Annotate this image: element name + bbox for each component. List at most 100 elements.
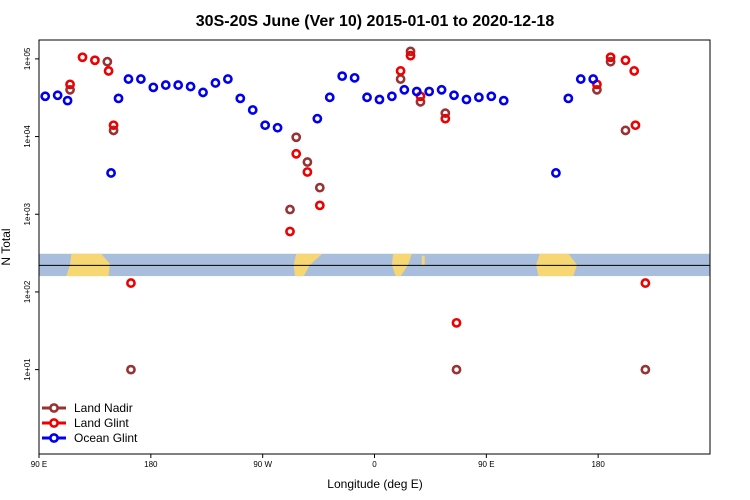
chart-title: 30S-20S June (Ver 10) 2015-01-01 to 2020… bbox=[196, 13, 555, 30]
y-tick-label: 1e+04 bbox=[23, 125, 32, 148]
ocean-glint-point bbox=[362, 92, 372, 103]
ocean-glint-point bbox=[160, 80, 171, 90]
land-nadir-point bbox=[126, 364, 136, 375]
ocean-glint-point bbox=[324, 92, 335, 103]
land-glint-point bbox=[640, 278, 651, 288]
ocean-glint-point bbox=[185, 81, 196, 92]
ocean-glint-point bbox=[411, 86, 422, 97]
ocean-glint-point bbox=[575, 74, 586, 84]
legend-marker-land-glint bbox=[49, 418, 59, 428]
y-tick-label: 1e+05 bbox=[23, 47, 32, 70]
legend-label-land-nadir: Land Nadir bbox=[74, 401, 133, 415]
ocean-glint-point bbox=[449, 90, 459, 101]
island-shape bbox=[72, 253, 76, 258]
land-nadir-point bbox=[291, 132, 302, 143]
ocean-glint-point bbox=[436, 84, 447, 95]
world-map-strip bbox=[39, 253, 710, 277]
legend-marker-land-nadir bbox=[49, 403, 59, 413]
land-nadir-point bbox=[314, 182, 325, 193]
ocean-glint-point bbox=[588, 74, 599, 84]
land-glint-point bbox=[285, 226, 295, 237]
x-tick-label: 90 E bbox=[478, 460, 494, 469]
land-glint-point bbox=[630, 120, 641, 131]
ocean-glint-point bbox=[399, 84, 410, 95]
land-glint-point bbox=[405, 50, 416, 61]
legend-label-ocean-glint: Ocean Glint bbox=[74, 431, 138, 445]
legend-marker-ocean-glint bbox=[49, 433, 59, 443]
land-nadir-point bbox=[102, 56, 113, 67]
x-tick-label: 90 W bbox=[253, 460, 272, 469]
land-nadir-point bbox=[415, 96, 426, 107]
ocean-glint-point bbox=[222, 74, 233, 84]
y-tick-label: 1e+03 bbox=[23, 202, 32, 225]
y-tick-label: 1e+01 bbox=[23, 358, 32, 381]
ocean-glint-point bbox=[260, 120, 271, 131]
ocean-glint-point bbox=[473, 92, 484, 103]
ocean-glint-point bbox=[123, 74, 134, 84]
ocean-glint-point bbox=[210, 78, 221, 88]
ocean-glint-point bbox=[40, 91, 51, 102]
axes: 90 E 180 90 W 0 90 E 180 1e+05 1e+04 1e+03 1e+02 1… bbox=[23, 47, 605, 469]
land-nadir-point bbox=[451, 364, 462, 375]
land-glint-point bbox=[314, 200, 325, 211]
land-nadir-point bbox=[395, 74, 406, 84]
ocean-glint-point bbox=[247, 105, 258, 115]
ocean-glint-point bbox=[173, 80, 184, 90]
land-glint-point bbox=[108, 120, 119, 131]
land-glint-point bbox=[451, 317, 462, 328]
land-glint-point bbox=[395, 66, 406, 76]
ocean-glint-point bbox=[62, 95, 73, 106]
land-nadir-point bbox=[620, 125, 631, 136]
ocean-glint-point bbox=[198, 87, 208, 98]
land-nadir-point bbox=[440, 108, 451, 119]
ocean-glint-point bbox=[272, 122, 283, 133]
ocean-glint-point bbox=[235, 93, 246, 104]
ocean-glint-point bbox=[106, 168, 116, 178]
land-glint-point bbox=[65, 79, 75, 90]
land-nadir-point bbox=[640, 364, 651, 375]
land-glint-point bbox=[629, 66, 640, 76]
ocean-glint-point bbox=[113, 93, 124, 104]
data-points bbox=[40, 46, 651, 375]
ocean-glint-point bbox=[551, 168, 561, 178]
land-glint-point bbox=[103, 66, 114, 76]
land-nadir-point bbox=[285, 204, 295, 215]
y-axis-label: N Total bbox=[0, 228, 13, 265]
land-nadir-point bbox=[108, 125, 119, 136]
x-tick-label: 90 E bbox=[31, 460, 47, 469]
plot-border bbox=[38, 39, 711, 455]
ocean-glint-point bbox=[486, 91, 497, 102]
land-glint-point bbox=[90, 55, 100, 66]
ocean-glint-point bbox=[424, 86, 435, 97]
ocean-glint-point bbox=[337, 71, 348, 82]
ocean-glint-point bbox=[349, 72, 360, 83]
land-nadir-point bbox=[65, 84, 75, 95]
land-glint-point bbox=[291, 148, 302, 159]
land-nadir-point bbox=[592, 84, 602, 95]
x-tick-label: 180 bbox=[591, 460, 605, 469]
ocean-glint-point bbox=[563, 93, 574, 104]
ocean-glint-point bbox=[135, 74, 146, 84]
ocean-glint-point bbox=[461, 94, 472, 105]
plot-frame bbox=[38, 39, 711, 455]
x-tick-label: 180 bbox=[144, 460, 158, 469]
legend-label-land-glint: Land Glint bbox=[74, 416, 129, 430]
ocean-glint-point bbox=[498, 95, 509, 106]
ocean-glint-point bbox=[52, 90, 63, 101]
x-axis-label: Longitude (deg E) bbox=[327, 477, 422, 491]
land-nadir-point bbox=[405, 46, 416, 57]
ocean-glint-point bbox=[312, 113, 323, 124]
x-tick-label: 0 bbox=[372, 460, 377, 469]
ocean-glint-point bbox=[374, 94, 385, 105]
land-glint-point bbox=[126, 278, 136, 288]
land-nadir-point bbox=[605, 56, 616, 67]
land-nadir-point bbox=[302, 157, 313, 167]
land-glint-point bbox=[77, 52, 88, 63]
y-tick-label: 1e+02 bbox=[23, 280, 32, 303]
madagascar-shape bbox=[421, 255, 425, 266]
land-glint-point bbox=[605, 52, 616, 63]
ocean-glint-point bbox=[148, 82, 159, 93]
land-glint-point bbox=[620, 55, 631, 66]
